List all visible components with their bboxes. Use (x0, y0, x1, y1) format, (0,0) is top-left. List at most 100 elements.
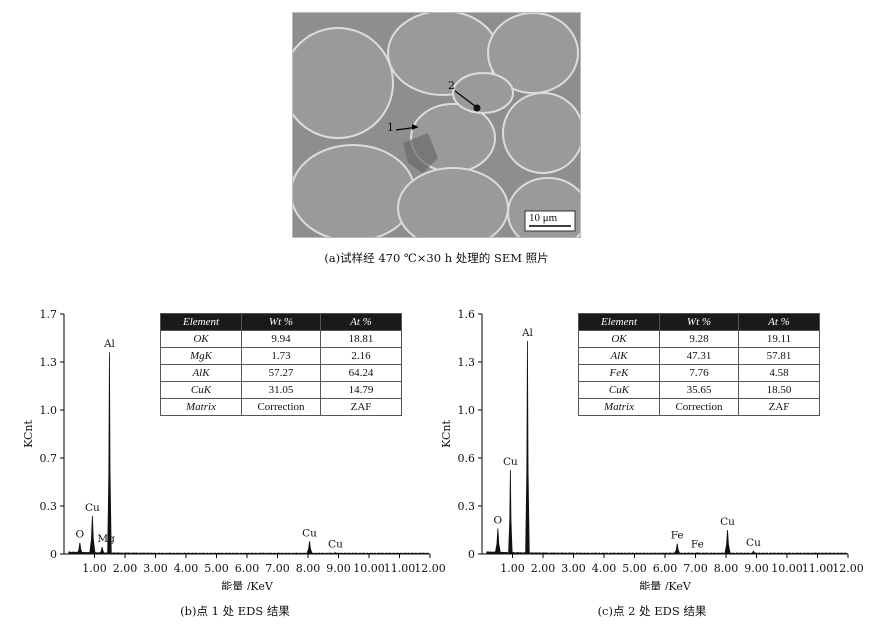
sem-micrograph: 2 1 10 μm (292, 12, 581, 238)
spectrum-peak (107, 352, 112, 555)
peak-label: Cu (302, 527, 317, 539)
peak-label: Al (521, 327, 534, 339)
table-row: Matrix Correction ZAF (578, 398, 820, 416)
x-tick-label: 7.00 (265, 562, 290, 575)
peak-label: Al (103, 338, 116, 350)
x-tick-label: 3.00 (561, 562, 586, 575)
table-header-cell: At % (738, 313, 820, 331)
y-tick-label: 0 (468, 548, 475, 561)
x-tick-label: 10.00 (771, 562, 803, 575)
particle-2 (473, 104, 481, 112)
eds-panel-b: 0 0.3 0.7 1.0 1.3 1.7 1.00 2.00 3.00 4.00 5.00 6.00… (20, 300, 450, 590)
x-tick-label: 4.00 (592, 562, 617, 575)
table-cell: 4.58 (738, 364, 820, 382)
table-cell: AlK (160, 364, 242, 382)
spectrum-peak (508, 469, 513, 555)
peak-label: Fe (671, 530, 684, 542)
table-cell: CuK (160, 381, 242, 399)
y-tick-label: 1.0 (458, 404, 476, 417)
x-axis-label: 能量 /KeV (221, 579, 274, 590)
table-header-row: Element Wt % At % (578, 313, 820, 331)
peak-label: Cu (328, 539, 343, 551)
spectrum-peak (76, 542, 84, 555)
table-cell: FeK (578, 364, 660, 382)
table-row: OK 9.28 19.11 (578, 330, 820, 348)
table-row: CuK 35.65 18.50 (578, 381, 820, 399)
x-tick-label: 1.00 (82, 562, 107, 575)
caption-b: (b)点 1 处 EDS 结果 (180, 604, 290, 618)
y-tick-label: 1.3 (458, 356, 476, 369)
table-cell: 2.16 (320, 347, 402, 365)
table-row: CuK 31.05 14.79 (160, 381, 402, 399)
table-cell: 14.79 (320, 381, 402, 399)
table-header-row: Element Wt % At % (160, 313, 402, 331)
eds-table-c: Element Wt % At % OK 9.28 19.11 AlK 47.31 57.81 F… (578, 313, 820, 416)
table-header-cell: At % (320, 313, 402, 331)
table-row: FeK 7.76 4.58 (578, 364, 820, 382)
peak-label: O (494, 515, 503, 527)
peak-label: Cu (85, 502, 100, 514)
table-header-cell: Wt % (241, 313, 321, 331)
y-tick-label: 0.7 (40, 452, 58, 465)
y-axis-label: KCnt (22, 419, 35, 447)
table-row: MgK 1.73 2.16 (160, 347, 402, 365)
sem-marker-2: 2 (448, 79, 455, 92)
spectrum-peak (694, 551, 701, 555)
peak-label: Fe (691, 539, 704, 551)
table-cell: 1.73 (241, 347, 321, 365)
y-tick-label: 0 (50, 548, 57, 561)
peak-label: Cu (720, 516, 735, 528)
table-cell: 7.76 (659, 364, 739, 382)
peak-label: Mg (97, 533, 115, 545)
spectrum-peak (89, 515, 96, 555)
spectrum-peak (724, 529, 731, 555)
y-tick-label: 0.3 (40, 500, 58, 513)
x-tick-label: 4.00 (174, 562, 199, 575)
peak-label: Cu (503, 456, 518, 468)
table-cell: 35.65 (659, 381, 739, 399)
table-cell: AlK (578, 347, 660, 365)
x-tick-label: 2.00 (113, 562, 138, 575)
table-cell: MgK (160, 347, 242, 365)
eds-panel-c: 0 0.3 0.6 1.0 1.3 1.6 1.00 2.00 3.00 4.00 5.00 6.00… (438, 300, 868, 590)
x-tick-label: 8.00 (714, 562, 739, 575)
table-cell: Correction (241, 398, 321, 416)
scale-bar-label: 10 μm (529, 212, 558, 224)
table-cell: 57.81 (738, 347, 820, 365)
x-tick-label: 6.00 (235, 562, 260, 575)
table-cell: ZAF (738, 398, 820, 416)
x-tick-label: 5.00 (204, 562, 229, 575)
x-tick-label: 12.00 (832, 562, 864, 575)
table-cell: 19.11 (738, 330, 820, 348)
table-cell: 9.28 (659, 330, 739, 348)
table-cell: OK (160, 330, 242, 348)
table-header-cell: Element (578, 313, 660, 331)
y-tick-label: 0.6 (458, 452, 476, 465)
y-tick-label: 1.0 (40, 404, 58, 417)
table-cell: Correction (659, 398, 739, 416)
table-row: AlK 57.27 64.24 (160, 364, 402, 382)
spectrum-peak (306, 541, 313, 555)
x-tick-label: 11.00 (384, 562, 416, 575)
x-axis-label: 能量 /KeV (639, 579, 692, 590)
x-tick-label: 9.00 (744, 562, 769, 575)
sem-marker-1: 1 (387, 121, 394, 134)
eds-spectrum-c: 0 0.3 0.6 1.0 1.3 1.6 1.00 2.00 3.00 4.00 5.00 6.00… (440, 308, 864, 590)
spectrum-peak (98, 546, 106, 555)
x-tick-label: 10.00 (353, 562, 385, 575)
x-tick-label: 5.00 (622, 562, 647, 575)
spectrum-peak (494, 528, 502, 555)
table-cell: 47.31 (659, 347, 739, 365)
x-tick-label: 2.00 (531, 562, 556, 575)
table-cell: OK (578, 330, 660, 348)
table-header-cell: Element (160, 313, 242, 331)
table-cell: ZAF (320, 398, 402, 416)
peak-label: Cu (746, 537, 761, 549)
spectrum-baseline (486, 551, 849, 555)
x-tick-label: 1.00 (500, 562, 525, 575)
table-cell: 64.24 (320, 364, 402, 382)
y-tick-label: 1.6 (458, 308, 476, 321)
table-cell: 18.50 (738, 381, 820, 399)
sem-caption: (a)试样经 470 ℃×30 h 处理的 SEM 照片 (324, 251, 549, 265)
spectrum-peak (525, 340, 530, 555)
